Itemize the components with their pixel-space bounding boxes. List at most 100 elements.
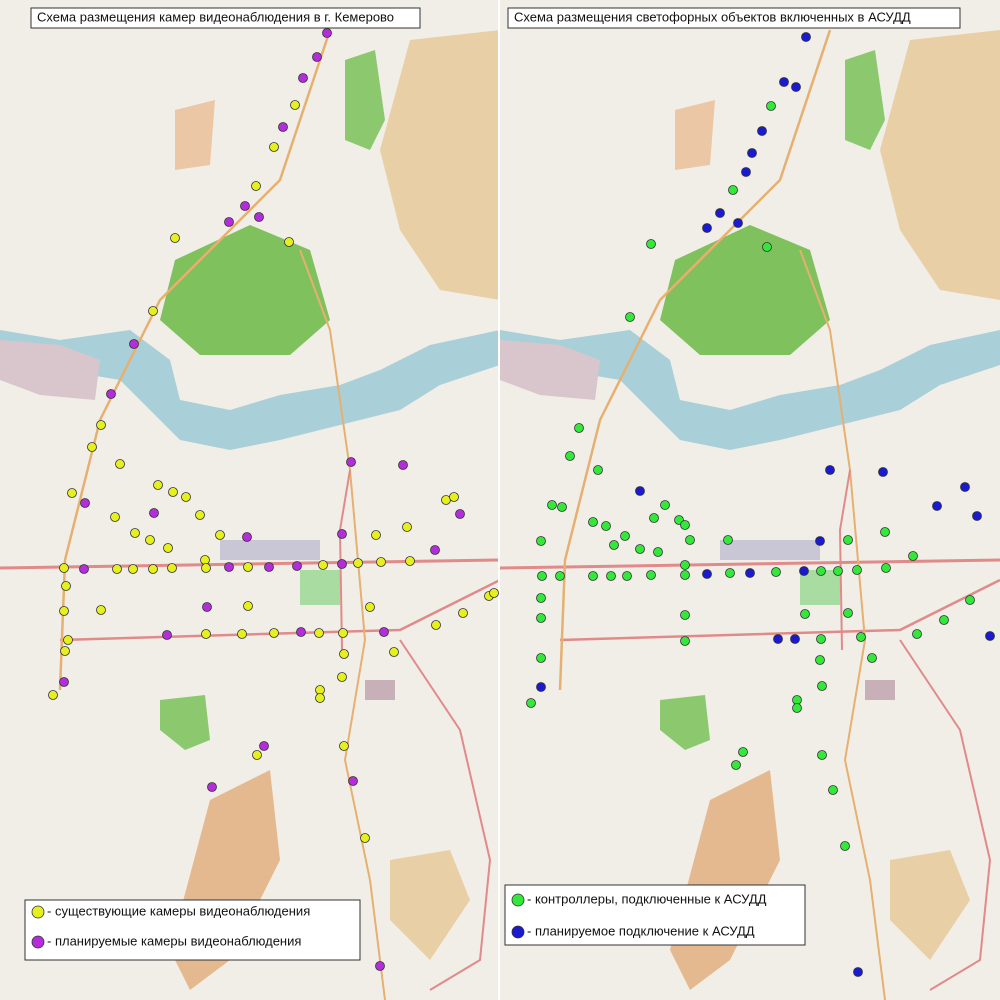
legend-text: - контроллеры, подключенные к АСУДД [527,891,767,906]
map-marker [200,555,210,565]
map-marker [298,73,308,83]
map-marker [620,531,630,541]
map-marker [723,535,733,545]
map-marker [96,605,106,615]
map-left [0,0,498,1000]
map-marker [715,208,725,218]
map-marker [609,540,619,550]
map-marker [455,509,465,519]
map-marker [815,536,825,546]
map-marker [371,530,381,540]
map-marker [702,223,712,233]
markers [48,28,995,977]
map-marker [680,636,690,646]
title-box [30,7,421,29]
map-marker [745,568,755,578]
map-marker [237,629,247,639]
map-marker [63,635,73,645]
map-marker [207,782,217,792]
legend-box [24,899,361,961]
map-marker [375,961,385,971]
map-marker [314,628,324,638]
map-marker [536,682,546,692]
map-marker [79,564,89,574]
map-marker [402,522,412,532]
map-marker [242,532,252,542]
map-marker [660,500,670,510]
map-marker [840,841,850,851]
map-marker [168,487,178,497]
map-marker [536,536,546,546]
map-marker [816,634,826,644]
map-marker [251,181,261,191]
map-marker [148,306,158,316]
map-marker [339,741,349,751]
map-marker [817,681,827,691]
map-marker [181,492,191,502]
map-marker [766,101,776,111]
legend-swatch [511,925,525,939]
map-marker [747,148,757,158]
map-marker [791,82,801,92]
legend-text: - планируемые камеры видеонаблюдения [47,933,301,948]
map-marker [960,482,970,492]
map-marker [59,677,69,687]
map-marker [801,32,811,42]
map-marker [908,551,918,561]
map-marker [284,237,294,247]
map-marker [202,602,212,612]
map-marker [259,741,269,751]
map-marker [292,561,302,571]
map-marker [337,559,347,569]
map-marker [398,460,408,470]
legend-swatch [31,905,45,919]
map-marker [867,653,877,663]
map-marker [799,566,809,576]
map-marker [264,562,274,572]
map-marker [430,545,440,555]
map-marker [110,512,120,522]
map-marker [622,571,632,581]
map-marker [878,467,888,477]
map-marker [790,634,800,644]
map-marker [680,610,690,620]
map-marker [148,564,158,574]
map-marker [880,527,890,537]
map-marker [932,501,942,511]
map-marker [449,492,459,502]
map-marker [360,833,370,843]
map-marker [130,528,140,538]
map-marker [112,564,122,574]
map-marker [240,201,250,211]
map-marker [243,601,253,611]
legend-swatch [31,935,45,949]
map-marker [738,747,748,757]
map-marker [939,615,949,625]
map-marker [224,562,234,572]
map-marker [353,558,363,568]
map-marker [87,442,97,452]
map-marker [762,242,772,252]
map-marker [346,457,356,467]
map-marker [61,581,71,591]
map-title: Схема размещения светофорных объектов вк… [514,9,911,24]
map-marker [606,571,616,581]
map-marker [322,28,332,38]
map-marker [536,653,546,663]
map-marker [59,606,69,616]
map-marker [779,77,789,87]
map-marker [318,560,328,570]
map-marker [254,212,264,222]
map-marker [843,608,853,618]
map-marker [67,488,77,498]
map-marker [828,785,838,795]
map-marker [348,776,358,786]
map-marker [339,649,349,659]
map-marker [129,339,139,349]
map-marker [252,750,262,760]
map-marker [965,595,975,605]
map-marker [80,498,90,508]
map-marker [728,185,738,195]
